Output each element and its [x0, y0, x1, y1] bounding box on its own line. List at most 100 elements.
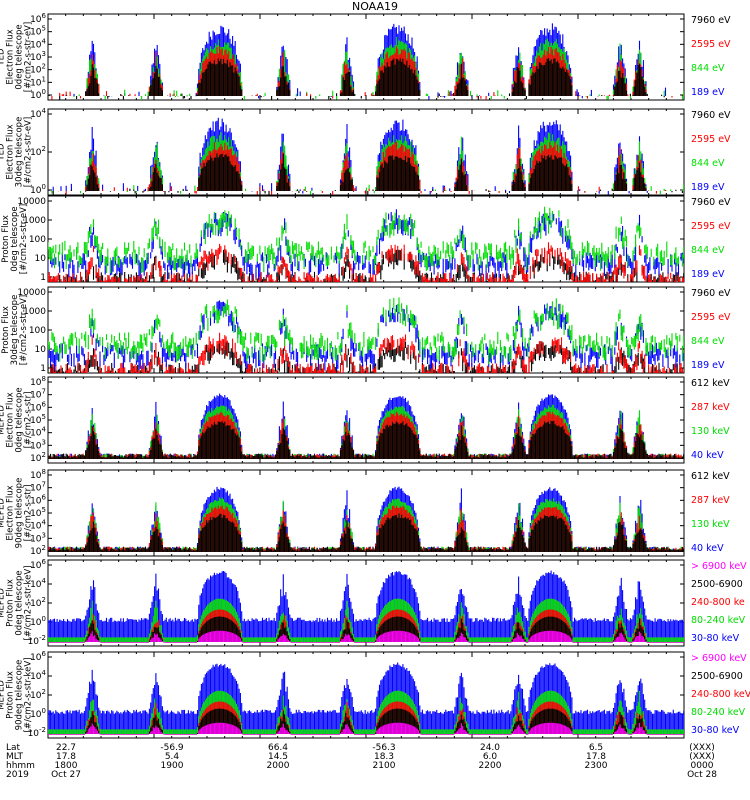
y-axis-label-line: [#/cm2-s-str-keV] — [24, 658, 34, 733]
legend-entry: 130 keV — [691, 426, 730, 437]
y-tick-label: 107 — [30, 481, 46, 494]
series-black — [52, 153, 683, 195]
legend-entry: 7960 eV — [691, 15, 731, 26]
y-axis-label-line: TED — [0, 143, 7, 162]
series-green — [48, 206, 684, 274]
legend-entry: 240-800 keV — [691, 689, 750, 700]
page-title: NOAA19 — [351, 0, 399, 13]
y-axis-label-line: [#/cm2-s-str-eV] — [19, 204, 29, 274]
series-black — [48, 420, 684, 459]
y-tick-label: 103 — [30, 531, 46, 544]
y-tick-label: 105 — [30, 506, 46, 519]
x-col-value-lat: -56.9 — [160, 743, 184, 753]
legend-entry: 189 eV — [691, 269, 725, 280]
series-traces — [48, 23, 684, 100]
y-axis-label-line: 90deg telescope — [15, 478, 25, 549]
x-col-value-hhmm: 1800 — [55, 761, 78, 771]
legend-entry: 2595 eV — [691, 39, 731, 50]
y-tick-label: 102 — [30, 688, 46, 701]
y-tick-label: 102 — [30, 451, 46, 464]
series-green — [48, 297, 684, 365]
series-black — [48, 513, 684, 552]
y-tick-label: 104 — [30, 577, 46, 590]
x-col-value-hhmm: 2300 — [585, 761, 608, 771]
series-magenta — [48, 722, 684, 735]
y-axis-label: TED Electron Flux 30deg telescope [#/cm2-s-… — [0, 117, 34, 188]
y-tick-label: 10000 — [17, 288, 46, 298]
y-axis-label: MEPED Electron Flux 0deg telescope [#/cm2-s… — [0, 387, 34, 452]
y-axis-label-line: Electron Flux — [6, 29, 16, 84]
series-red — [48, 242, 684, 282]
panel-frame — [47, 108, 685, 196]
y-tick-label: 106 — [30, 558, 46, 571]
y-axis-label: MEPED Electron Flux 90deg telescope [#/cm2-… — [0, 478, 34, 549]
series-black — [48, 58, 665, 100]
x-col-value-mlt: 6.0 — [483, 752, 498, 762]
series-blue — [48, 662, 684, 734]
y-axis-label-line: MEPED — [0, 498, 7, 528]
y-axis-label: TED Electron Flux 0deg telescope [#/cm2-s-s… — [0, 22, 34, 92]
y-axis-label-line: Electron Flux — [6, 485, 16, 540]
series-red — [48, 411, 684, 459]
legend-entry: 844 eV — [691, 63, 725, 74]
y-axis-label-line: [#/cm2-s-str] — [24, 392, 34, 449]
legend-entry: 30-80 keV — [691, 725, 740, 736]
series-green — [48, 404, 684, 459]
y-tick-label: 100 — [30, 615, 46, 628]
legend-entry: 40 keV — [691, 543, 724, 554]
y-tick-label: 108 — [30, 468, 46, 481]
y-tick-label: 107 — [30, 388, 46, 401]
series-green — [73, 36, 684, 100]
panel-frame — [47, 469, 685, 557]
x-col-value-mlt: 5.4 — [165, 752, 180, 762]
legend-entry: 2595 eV — [691, 134, 731, 145]
y-axis-label-line: Proton Flux — [6, 671, 16, 719]
series-blue — [48, 393, 684, 459]
x-col-value-lat: (XXX) — [689, 743, 715, 753]
y-axis-label-line: 0deg telescope — [15, 24, 25, 89]
y-tick-label: 1 — [40, 273, 46, 283]
legend-entry: 240-800 ke — [691, 597, 745, 608]
y-tick-label: 104 — [30, 107, 46, 120]
series-red — [57, 141, 667, 195]
legend-entry: 2595 eV — [691, 312, 731, 323]
y-axis-label: Proton Flux 0deg telescope [#/cm2-s-str-eV… — [1, 204, 29, 274]
y-axis-label-line: [#/cm2-s-str] — [24, 485, 34, 542]
x-col-value-mlt: 17.8 — [586, 752, 606, 762]
series-blue — [48, 570, 684, 642]
series-traces — [48, 297, 684, 373]
series-traces — [48, 206, 684, 282]
y-axis-label-line: 0deg telescope — [15, 570, 25, 635]
y-tick-label: 103 — [30, 50, 46, 63]
legend-entry: > 6900 keV — [691, 653, 747, 664]
y-axis-label-line: Electron Flux — [6, 392, 16, 447]
y-tick-label: 104 — [30, 426, 46, 439]
panel-frame — [47, 376, 685, 464]
y-tick-label: 101 — [30, 75, 46, 88]
series-blue — [48, 486, 684, 552]
series-green — [50, 132, 684, 195]
legend-entry: 2500-6900 — [691, 671, 743, 682]
legend-entry: 80-240 keV — [691, 615, 746, 626]
y-tick-label: 106 — [30, 650, 46, 663]
series-black — [48, 248, 684, 282]
panel-frame — [47, 13, 685, 101]
x-col-value-lat: 22.7 — [56, 743, 76, 753]
legend-entry: 7960 eV — [691, 288, 731, 299]
y-axis-label-line: 30deg telescope — [15, 117, 25, 188]
y-tick-label: 1 — [40, 364, 46, 374]
legend-entry: 189 eV — [691, 87, 725, 98]
legend-entry: 30-80 keV — [691, 633, 740, 644]
series-traces — [48, 117, 684, 195]
x-row-label: 2019 — [6, 770, 29, 780]
y-tick-label: 100 — [30, 88, 46, 101]
y-tick-label: 102 — [30, 145, 46, 158]
legend-entry: 844 eV — [691, 158, 725, 169]
series-green — [48, 497, 684, 552]
series-traces — [48, 393, 684, 459]
x-col-value-mlt: (XXX) — [689, 752, 715, 762]
y-tick-label: 100 — [30, 707, 46, 720]
